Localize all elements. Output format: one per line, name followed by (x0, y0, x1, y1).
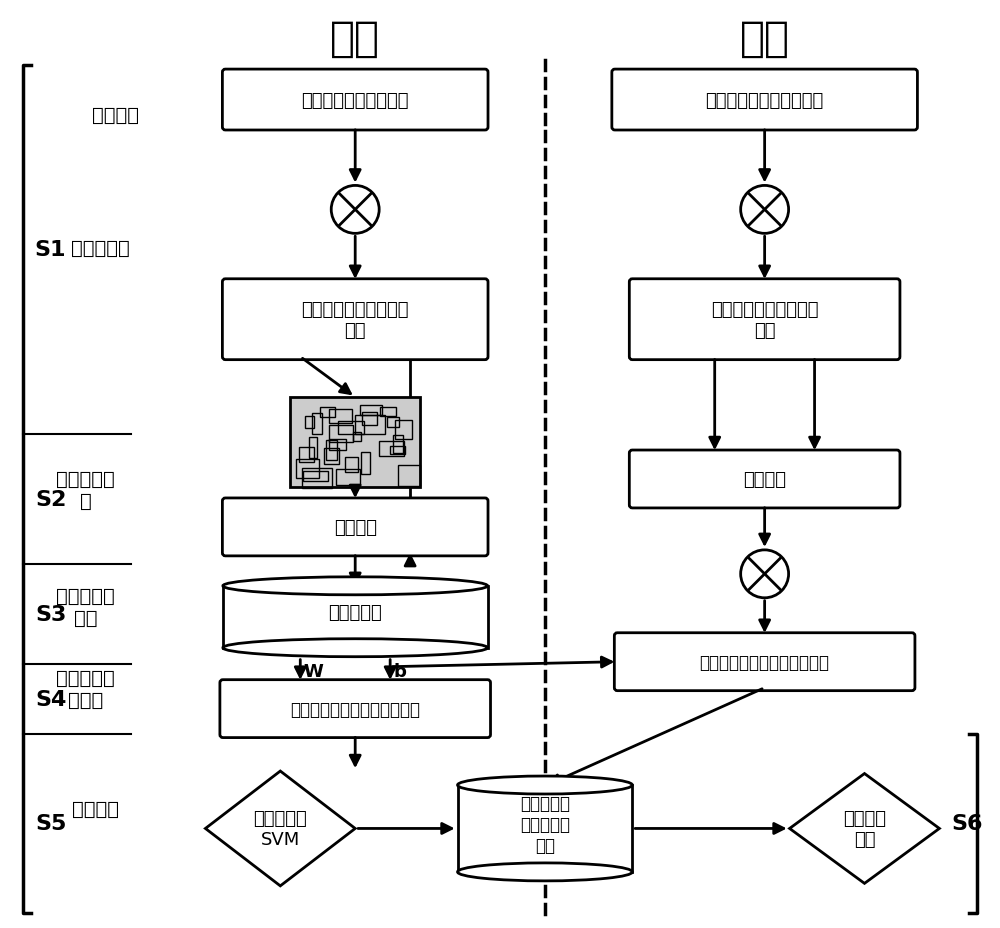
Text: 训练: 训练 (330, 18, 380, 59)
Ellipse shape (458, 863, 632, 881)
Ellipse shape (223, 639, 488, 657)
Text: 人脸表情
类别: 人脸表情 类别 (843, 809, 886, 848)
Text: 对姿态具有鲁棒性的统一特征: 对姿态具有鲁棒性的统一特征 (290, 700, 420, 718)
FancyBboxPatch shape (222, 498, 488, 556)
Circle shape (331, 187, 379, 234)
FancyBboxPatch shape (222, 70, 488, 131)
Bar (312, 414, 322, 434)
Text: S6: S6 (952, 814, 983, 833)
Text: 对姿态具有鲁棒性的统一特征: 对姿态具有鲁棒性的统一特征 (700, 653, 830, 671)
FancyBboxPatch shape (612, 70, 917, 131)
Text: 模型训练: 模型训练 (72, 799, 119, 818)
Text: S1: S1 (35, 240, 66, 260)
Bar (360, 406, 382, 416)
FancyBboxPatch shape (222, 279, 488, 360)
Bar (320, 408, 335, 418)
Circle shape (741, 187, 789, 234)
Text: 测试: 测试 (740, 18, 790, 59)
Text: 任意姿态人
脸表情识别
模型: 任意姿态人 脸表情识别 模型 (520, 794, 570, 854)
Text: S5: S5 (35, 814, 66, 833)
Text: 统一姿态（正脸）人脸
图像: 统一姿态（正脸）人脸 图像 (711, 301, 818, 340)
Text: 空间连贯特
征生成: 空间连贯特 征生成 (56, 668, 115, 709)
Text: 无监督特征
学习: 无监督特征 学习 (56, 586, 115, 627)
Bar (329, 439, 346, 451)
Text: 未知姿态的人脸表情图片: 未知姿态的人脸表情图片 (706, 92, 824, 110)
Ellipse shape (458, 776, 632, 794)
Text: W: W (303, 662, 323, 680)
Text: 任意姿态人脸表情图片: 任意姿态人脸表情图片 (301, 92, 409, 110)
Text: 统一姿态（正脸）人脸
图像: 统一姿态（正脸）人脸 图像 (301, 301, 409, 340)
Bar (302, 469, 332, 489)
Text: 自动编码器: 自动编码器 (328, 603, 382, 622)
Text: 关键区域: 关键区域 (334, 519, 377, 536)
Bar (390, 446, 405, 454)
Text: S2: S2 (35, 489, 66, 509)
Text: 关键区域: 关键区域 (743, 470, 786, 488)
Bar (387, 418, 399, 428)
Bar (326, 441, 337, 460)
Bar (303, 471, 328, 482)
Bar (296, 459, 319, 478)
Bar (362, 412, 377, 425)
Polygon shape (205, 771, 355, 886)
Bar (393, 435, 403, 454)
Text: S3: S3 (35, 604, 66, 625)
Bar (290, 398, 420, 487)
Bar (324, 449, 339, 464)
Bar (361, 452, 370, 474)
Text: 姿态归一化: 姿态归一化 (71, 238, 130, 258)
Bar (458, 785, 632, 872)
Bar (398, 465, 420, 487)
Text: S4: S4 (35, 689, 66, 709)
Bar (336, 469, 360, 485)
Bar (380, 407, 396, 417)
Bar (305, 417, 314, 429)
Bar (355, 416, 385, 435)
Text: 输入图片: 输入图片 (92, 106, 139, 125)
FancyBboxPatch shape (220, 680, 491, 738)
FancyBboxPatch shape (614, 633, 915, 691)
Circle shape (741, 550, 789, 599)
Ellipse shape (223, 577, 488, 595)
Bar (379, 442, 404, 457)
Text: 关键区域采
样: 关键区域采 样 (56, 469, 115, 509)
Bar (338, 421, 364, 434)
Bar (329, 425, 353, 443)
Bar (309, 437, 317, 458)
Bar (353, 432, 361, 441)
Text: 支持向量机
SVM: 支持向量机 SVM (253, 809, 307, 848)
Text: b: b (393, 662, 406, 680)
Bar (223, 586, 488, 648)
Bar (329, 409, 352, 423)
FancyBboxPatch shape (629, 279, 900, 360)
FancyBboxPatch shape (629, 450, 900, 509)
Bar (345, 458, 358, 472)
Bar (395, 420, 412, 439)
Polygon shape (790, 774, 939, 883)
Bar (299, 447, 314, 462)
